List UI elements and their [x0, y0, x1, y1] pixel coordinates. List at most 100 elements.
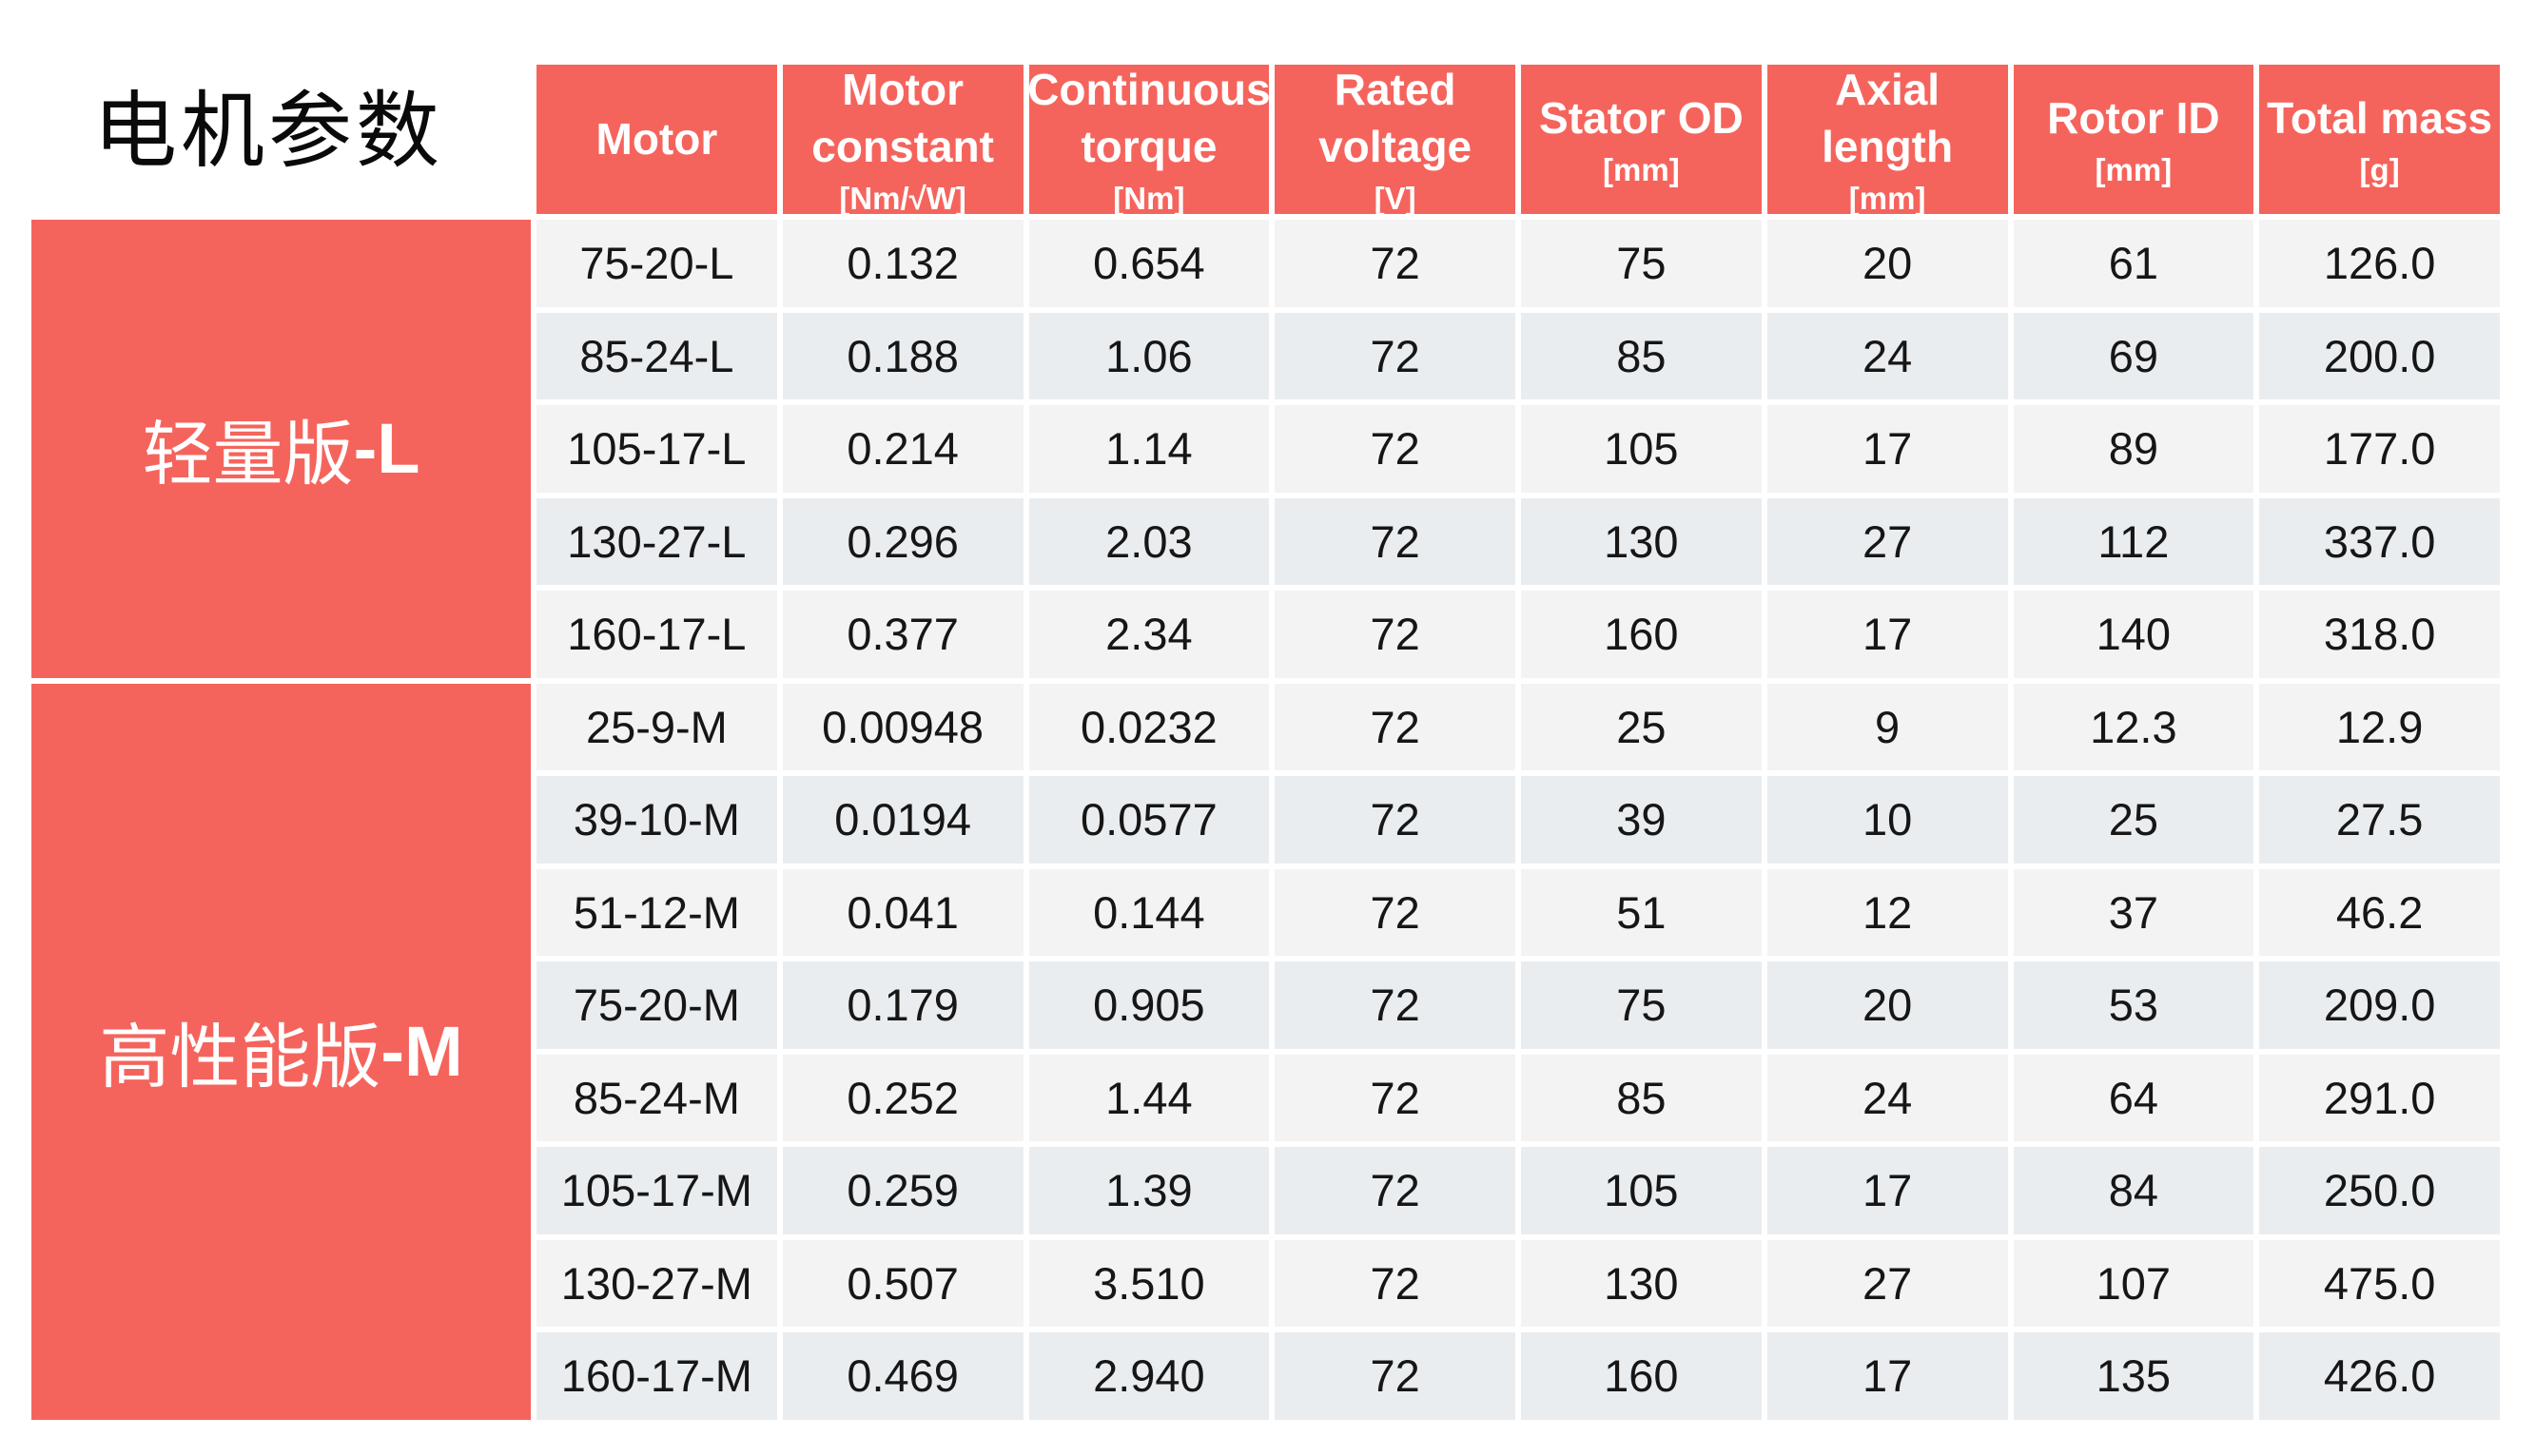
cell-105-17-m-motor-constant: 0.259: [782, 1147, 1024, 1234]
column-unit: [Nm/√W]: [839, 180, 966, 216]
column-unit: [Nm]: [1113, 180, 1185, 216]
cell-motor-85-24-l: 85-24-L: [536, 312, 777, 399]
cell-85-24-l-stator-od: 85: [1521, 312, 1762, 399]
cell-160-17-l-total-mass: 318.0: [2259, 591, 2500, 678]
cell-75-20-m-rated-voltage: 72: [1275, 961, 1515, 1049]
column-unit: [V]: [1374, 180, 1416, 216]
cell-105-17-l-continuous-torque: 1.14: [1028, 405, 1270, 493]
column-title: Total mass: [2267, 92, 2493, 143]
column-header-motor: Motor: [536, 65, 777, 214]
cell-25-9-m-stator-od: 25: [1521, 683, 1762, 770]
column-header-rated-voltage: Rated voltage [V]: [1275, 64, 1515, 216]
column-unit: [mm]: [1848, 180, 1926, 216]
column-title: Rated voltage: [1318, 64, 1472, 171]
cell-130-27-m-stator-od: 130: [1521, 1239, 1762, 1327]
column-header-axial-length: Axial length [mm]: [1766, 64, 2008, 216]
section-label-l: 轻量版 -L: [31, 220, 531, 678]
cell-75-20-m-continuous-torque: 0.905: [1028, 961, 1270, 1049]
cell-105-17-m-rated-voltage: 72: [1275, 1147, 1515, 1234]
cell-130-27-m-rated-voltage: 72: [1275, 1239, 1515, 1327]
cell-105-17-l-total-mass: 177.0: [2259, 405, 2500, 493]
cell-motor-130-27-m: 130-27-M: [536, 1239, 777, 1327]
section-label-text: 高性能版: [99, 1019, 381, 1097]
cell-105-17-l-motor-constant: 0.214: [782, 405, 1024, 493]
cell-130-27-l-continuous-torque: 2.03: [1028, 497, 1270, 585]
cell-75-20-l-rotor-id: 61: [2013, 220, 2254, 307]
cell-85-24-l-axial-length: 24: [1766, 312, 2008, 399]
cell-75-20-m-axial-length: 20: [1766, 961, 2008, 1049]
cell-160-17-m-rated-voltage: 72: [1275, 1332, 1515, 1420]
cell-motor-105-17-l: 105-17-L: [536, 405, 777, 493]
cell-85-24-m-rated-voltage: 72: [1275, 1054, 1515, 1141]
cell-51-12-m-motor-constant: 0.041: [782, 868, 1024, 956]
cell-motor-85-24-m: 85-24-M: [536, 1054, 777, 1141]
cell-motor-160-17-l: 160-17-L: [536, 591, 777, 678]
cell-motor-160-17-m: 160-17-M: [536, 1332, 777, 1420]
cell-25-9-m-total-mass: 12.9: [2259, 683, 2500, 770]
cell-105-17-m-axial-length: 17: [1766, 1147, 2008, 1234]
cell-85-24-m-axial-length: 24: [1766, 1054, 2008, 1141]
section-label-m: 高性能版 -M: [31, 683, 531, 1420]
cell-160-17-l-motor-constant: 0.377: [782, 591, 1024, 678]
cell-130-27-m-motor-constant: 0.507: [782, 1239, 1024, 1327]
cell-51-12-m-total-mass: 46.2: [2259, 868, 2500, 956]
cell-39-10-m-total-mass: 27.5: [2259, 776, 2500, 864]
cell-160-17-m-rotor-id: 135: [2013, 1332, 2254, 1420]
cell-130-27-l-motor-constant: 0.296: [782, 497, 1024, 585]
column-title: Axial length: [1822, 64, 1954, 171]
cell-motor-51-12-m: 51-12-M: [536, 868, 777, 956]
cell-39-10-m-axial-length: 10: [1766, 776, 2008, 864]
cell-75-20-m-total-mass: 209.0: [2259, 961, 2500, 1049]
cell-25-9-m-rotor-id: 12.3: [2013, 683, 2254, 770]
cell-105-17-m-continuous-torque: 1.39: [1028, 1147, 1270, 1234]
cell-motor-105-17-m: 105-17-M: [536, 1147, 777, 1234]
cell-51-12-m-axial-length: 12: [1766, 868, 2008, 956]
cell-130-27-m-total-mass: 475.0: [2259, 1239, 2500, 1327]
cell-25-9-m-rated-voltage: 72: [1275, 683, 1515, 770]
cell-51-12-m-rated-voltage: 72: [1275, 868, 1515, 956]
cell-85-24-l-rated-voltage: 72: [1275, 312, 1515, 399]
cell-130-27-l-rated-voltage: 72: [1275, 497, 1515, 585]
cell-105-17-l-axial-length: 17: [1766, 405, 2008, 493]
column-header-continuous-torque: Continuous torque [Nm]: [1027, 65, 1271, 216]
cell-39-10-m-rated-voltage: 72: [1275, 776, 1515, 864]
column-title: Stator OD: [1539, 92, 1744, 143]
cell-39-10-m-continuous-torque: 0.0577: [1028, 776, 1270, 864]
column-title: Motor constant: [811, 64, 994, 171]
column-unit: [mm]: [2095, 151, 2173, 187]
cell-160-17-l-continuous-torque: 2.34: [1028, 591, 1270, 678]
cell-motor-130-27-l: 130-27-L: [536, 497, 777, 585]
cell-105-17-m-stator-od: 105: [1521, 1147, 1762, 1234]
column-title: Motor: [595, 113, 718, 164]
cell-130-27-m-rotor-id: 107: [2013, 1239, 2254, 1327]
cell-85-24-l-motor-constant: 0.188: [782, 312, 1024, 399]
cell-85-24-l-continuous-torque: 1.06: [1028, 312, 1270, 399]
section-label-suffix: -L: [353, 409, 420, 489]
motor-parameter-table: Motor Motor constant [Nm/√W] Continuous tor…: [31, 65, 2500, 1420]
cell-75-20-m-stator-od: 75: [1521, 961, 1762, 1049]
cell-105-17-l-rotor-id: 89: [2013, 405, 2254, 493]
cell-85-24-m-stator-od: 85: [1521, 1054, 1762, 1141]
cell-160-17-l-rated-voltage: 72: [1275, 591, 1515, 678]
cell-85-24-m-rotor-id: 64: [2013, 1054, 2254, 1141]
cell-39-10-m-rotor-id: 25: [2013, 776, 2254, 864]
cell-51-12-m-rotor-id: 37: [2013, 868, 2254, 956]
cell-130-27-l-axial-length: 27: [1766, 497, 2008, 585]
cell-75-20-l-axial-length: 20: [1766, 220, 2008, 307]
cell-160-17-l-rotor-id: 140: [2013, 591, 2254, 678]
cell-75-20-l-total-mass: 126.0: [2259, 220, 2500, 307]
column-unit: [g]: [2359, 151, 2400, 187]
cell-75-20-l-stator-od: 75: [1521, 220, 1762, 307]
cell-25-9-m-motor-constant: 0.00948: [782, 683, 1024, 770]
cell-motor-39-10-m: 39-10-M: [536, 776, 777, 864]
column-title: Continuous torque: [1027, 64, 1271, 171]
cell-105-17-l-rated-voltage: 72: [1275, 405, 1515, 493]
column-header-total-mass: Total mass [g]: [2259, 65, 2500, 214]
cell-75-20-l-rated-voltage: 72: [1275, 220, 1515, 307]
section-label-suffix: -M: [380, 1012, 463, 1091]
cell-39-10-m-stator-od: 39: [1521, 776, 1762, 864]
cell-motor-25-9-m: 25-9-M: [536, 683, 777, 770]
cell-51-12-m-stator-od: 51: [1521, 868, 1762, 956]
cell-160-17-m-total-mass: 426.0: [2259, 1332, 2500, 1420]
